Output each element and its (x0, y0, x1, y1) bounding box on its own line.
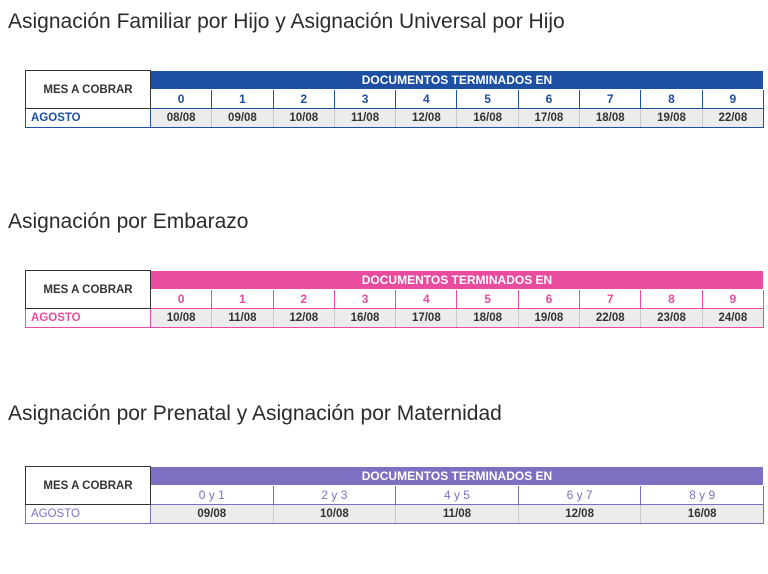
schedule-table-embarazo: MES A COBRAR DOCUMENTOS TERMINADOS EN 0 … (25, 270, 765, 328)
digit-cell: 6 (517, 289, 581, 309)
month-cell: AGOSTO (25, 108, 151, 128)
month-cell: AGOSTO (25, 504, 151, 524)
date-cell: 09/08 (150, 504, 274, 524)
month-cell: AGOSTO (25, 308, 151, 328)
mes-a-cobrar-header: MES A COBRAR (25, 70, 151, 109)
date-cell: 12/08 (272, 308, 335, 328)
schedule-table-auh: MES A COBRAR DOCUMENTOS TERMINADOS EN 0 … (25, 70, 765, 128)
date-cell: 18/08 (456, 308, 519, 328)
table-header-row: MES A COBRAR DOCUMENTOS TERMINADOS EN (25, 270, 764, 309)
date-cell: 16/08 (333, 308, 397, 328)
date-cell: 22/08 (579, 308, 642, 328)
date-cell: 16/08 (640, 504, 764, 524)
digit-cell: 0 (149, 89, 213, 109)
date-cell: 11/08 (211, 308, 274, 328)
date-cell: 11/08 (333, 108, 397, 128)
digit-cell: 1 (211, 289, 274, 309)
table-header-row: MES A COBRAR DOCUMENTOS TERMINADOS EN (25, 70, 764, 109)
digit-cell: 5 (456, 89, 519, 109)
digit-cell: 9 (701, 89, 765, 109)
digit-cell: 9 (701, 289, 765, 309)
documentos-header: DOCUMENTOS TERMINADOS EN (150, 70, 764, 90)
digit-cell: 0 (149, 289, 213, 309)
table-row: AGOSTO 09/08 10/08 11/08 12/08 16/08 (25, 504, 764, 524)
schedule-table-prenatal: MES A COBRAR DOCUMENTOS TERMINADOS EN 0 … (25, 466, 764, 524)
date-cell: 24/08 (701, 308, 765, 328)
mes-a-cobrar-header: MES A COBRAR (25, 270, 151, 309)
documentos-header: DOCUMENTOS TERMINADOS EN (150, 270, 764, 290)
digits-row: 0 1 2 3 4 5 6 7 8 9 (26, 289, 765, 309)
date-cell: 17/08 (517, 108, 581, 128)
date-cell: 12/08 (517, 504, 642, 524)
date-cell: 10/08 (272, 108, 335, 128)
digit-cell: 2 (272, 289, 335, 309)
date-cell: 23/08 (640, 308, 703, 328)
date-cell: 17/08 (395, 308, 458, 328)
digit-cell: 7 (579, 89, 642, 109)
documentos-header: DOCUMENTOS TERMINADOS EN (150, 466, 764, 486)
digit-cell: 3 (333, 89, 397, 109)
table-row: AGOSTO 08/08 09/08 10/08 11/08 12/08 16/… (25, 108, 765, 128)
digit-cell: 4 (395, 89, 458, 109)
date-cell: 10/08 (149, 308, 213, 328)
date-cell: 22/08 (701, 108, 765, 128)
date-cell: 08/08 (149, 108, 213, 128)
digit-cell: 8 (640, 289, 703, 309)
digit-cell: 7 (579, 289, 642, 309)
digit-cell: 0 y 1 (150, 485, 274, 505)
section-title-embarazo: Asignación por Embarazo (8, 210, 249, 233)
digit-cell: 8 (640, 89, 703, 109)
digit-cell: 6 y 7 (517, 485, 642, 505)
section-title-prenatal: Asignación por Prenatal y Asignación por… (8, 402, 502, 425)
date-cell: 19/08 (517, 308, 581, 328)
digit-cell: 4 y 5 (395, 485, 519, 505)
digit-cell: 4 (395, 289, 458, 309)
digit-cell: 2 (272, 89, 335, 109)
date-cell: 10/08 (272, 504, 397, 524)
table-header-row: MES A COBRAR DOCUMENTOS TERMINADOS EN (25, 466, 764, 505)
digit-cell: 8 y 9 (640, 485, 764, 505)
date-cell: 16/08 (456, 108, 519, 128)
digit-cell: 3 (333, 289, 397, 309)
section-title-auh: Asignación Familiar por Hijo y Asignació… (8, 10, 565, 33)
digits-row: 0 y 1 2 y 3 4 y 5 6 y 7 8 y 9 (26, 485, 764, 505)
mes-a-cobrar-header: MES A COBRAR (25, 466, 151, 505)
digit-cell: 6 (517, 89, 581, 109)
table-row: AGOSTO 10/08 11/08 12/08 16/08 17/08 18/… (25, 308, 765, 328)
digit-cell: 5 (456, 289, 519, 309)
date-cell: 11/08 (395, 504, 519, 524)
digit-cell: 1 (211, 89, 274, 109)
date-cell: 18/08 (579, 108, 642, 128)
date-cell: 19/08 (640, 108, 703, 128)
date-cell: 09/08 (211, 108, 274, 128)
digit-cell: 2 y 3 (272, 485, 397, 505)
date-cell: 12/08 (395, 108, 458, 128)
